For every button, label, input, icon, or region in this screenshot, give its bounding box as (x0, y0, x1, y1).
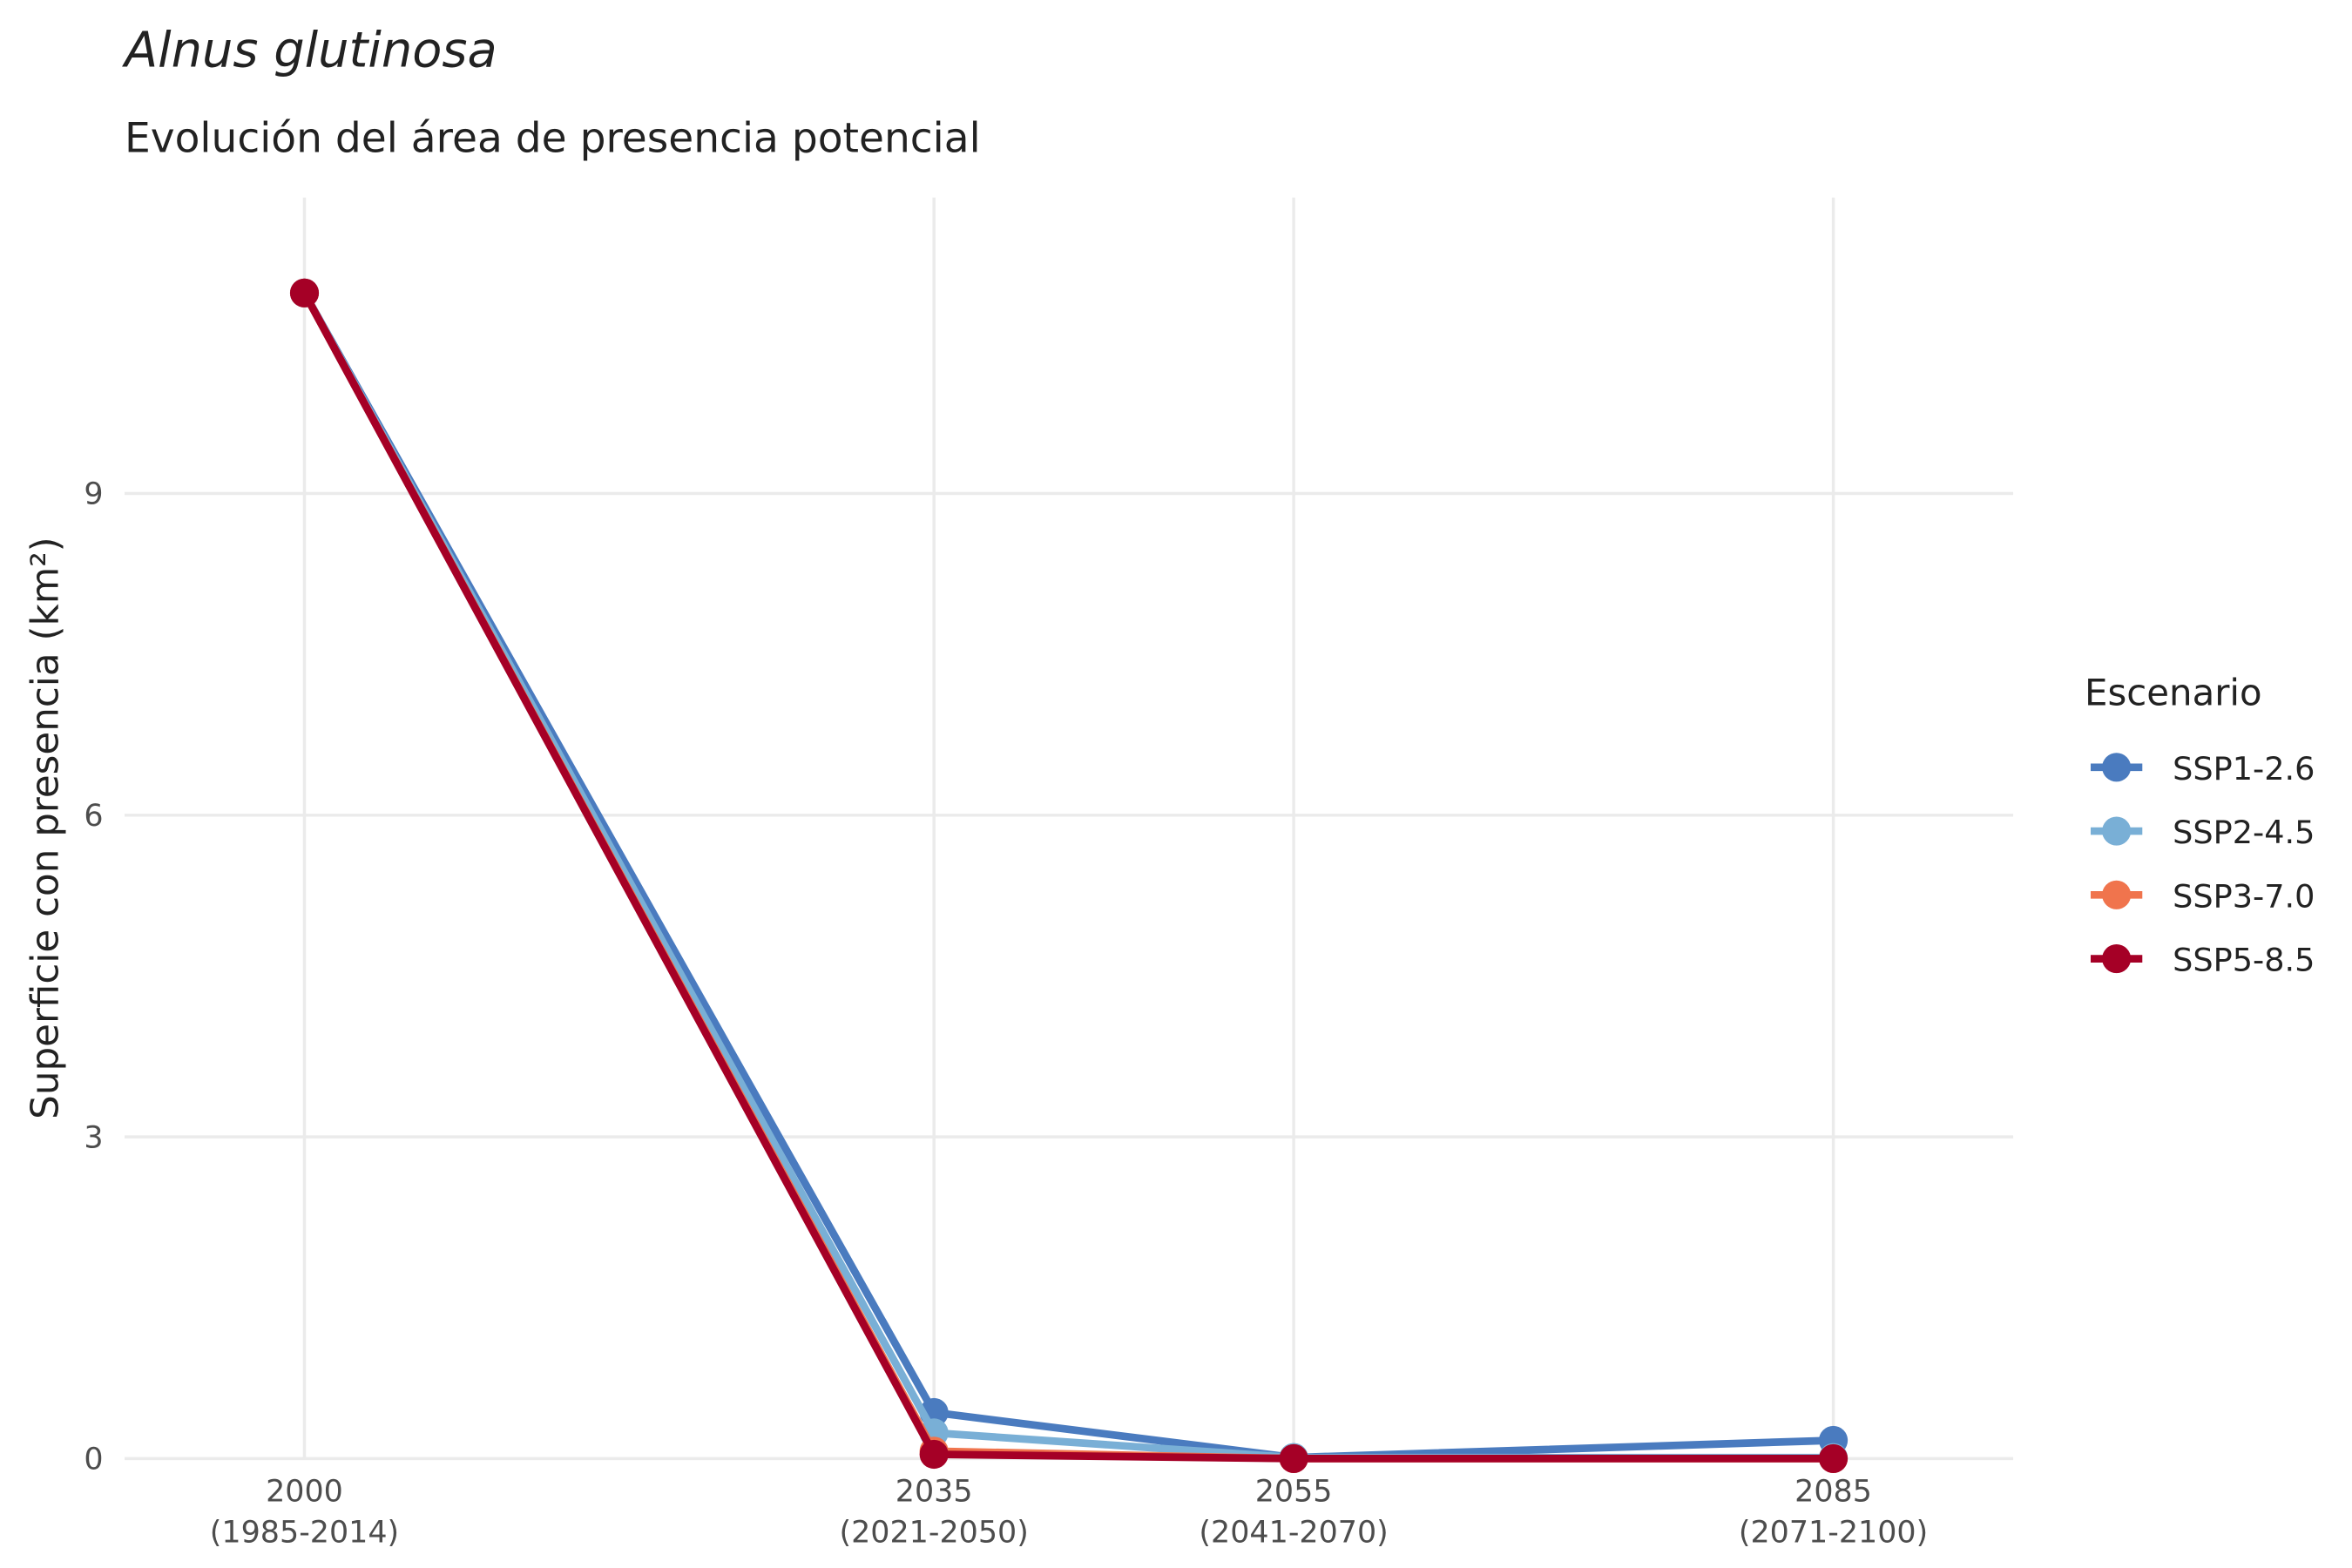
legend-title: Escenario (2085, 671, 2262, 713)
y-tick-label: 0 (84, 1443, 103, 1477)
legend-marker (2102, 816, 2132, 846)
x-tick-label: 2085 (2071-2100) (1738, 1472, 1929, 1551)
series-line (301, 291, 1834, 1462)
y-tick-label: 6 (84, 799, 103, 834)
series-line (301, 291, 1834, 1463)
grid (125, 197, 2014, 1461)
x-tick-label-box: 2035 (2021-2050) (839, 1472, 1029, 1551)
series-line (301, 291, 1834, 1463)
x-tick-label: 2000 (1985-2014) (209, 1472, 400, 1551)
legend-marker (2102, 944, 2132, 974)
data-point (289, 278, 320, 308)
data-point (1279, 1443, 1308, 1473)
legend-label: SSP2-4.5 (2173, 814, 2315, 851)
y-axis-label: Superficie con presencia (km²) (24, 537, 67, 1119)
x-tick-label-box: 2085 (2071-2100) (1738, 1472, 1929, 1551)
x-tick-label: 2035 (2021-2050) (839, 1472, 1029, 1551)
x-tick-label-box: 2055 (2041-2070) (1199, 1472, 1389, 1551)
legend-marker (2102, 753, 2132, 782)
data-point (1818, 1443, 1848, 1473)
data-point (919, 1439, 949, 1470)
series-line (301, 291, 1834, 1462)
x-tick-label: 2055 (2041-2070) (1199, 1472, 1389, 1551)
y-tick-label: 9 (84, 477, 103, 512)
y-tick-label: 3 (84, 1120, 103, 1155)
legend-label: SSP1-2.6 (2173, 750, 2315, 787)
x-tick-label-box: 2000 (1985-2014) (209, 1472, 400, 1551)
chart-title: Alnus glutinosa (122, 23, 497, 79)
chart-subtitle: Evolución del área de presencia potencia… (125, 114, 981, 162)
legend-label: SSP3-7.0 (2173, 877, 2315, 915)
legend-marker (2102, 880, 2132, 909)
legend-label: SSP5-8.5 (2173, 942, 2315, 979)
